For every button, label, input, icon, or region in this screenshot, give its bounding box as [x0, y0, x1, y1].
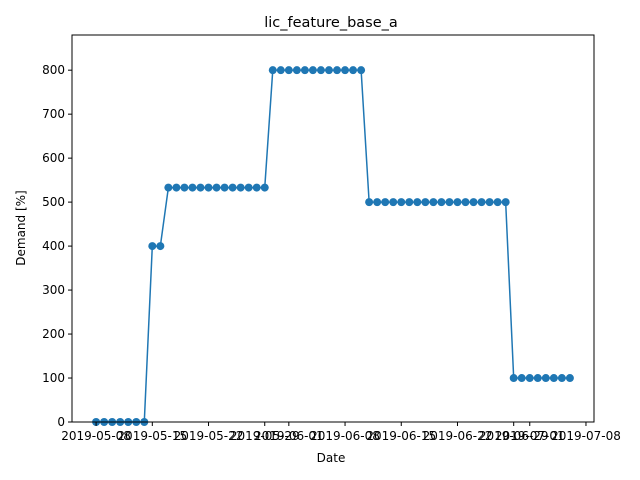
- data-point: [421, 198, 430, 207]
- data-point: [316, 66, 325, 75]
- data-point: [228, 183, 237, 192]
- plot-frame: [71, 34, 595, 423]
- data-point: [349, 66, 358, 75]
- data-point: [276, 66, 285, 75]
- data-point: [236, 183, 245, 192]
- data-point: [453, 198, 462, 207]
- x-tick-label: 2019-06-15: [366, 429, 436, 443]
- data-point: [164, 183, 173, 192]
- data-point: [300, 66, 309, 75]
- y-axis-label: Demand [%]: [14, 190, 28, 265]
- data-point: [429, 198, 438, 207]
- data-point: [260, 183, 269, 192]
- x-tick-label: 2019-07-01: [495, 429, 565, 443]
- data-point: [268, 66, 277, 75]
- data-point: [493, 198, 502, 207]
- y-tick-label: 200: [42, 327, 65, 341]
- x-tick-label: 2019-06-01: [254, 429, 324, 443]
- data-point: [284, 66, 293, 75]
- data-point: [461, 198, 470, 207]
- data-point: [365, 198, 374, 207]
- x-tick-label: 2019-07-08: [551, 429, 621, 443]
- y-tick-label: 800: [42, 63, 65, 77]
- x-axis-label: Date: [317, 451, 346, 465]
- data-point: [252, 183, 261, 192]
- y-tick-label: 400: [42, 239, 65, 253]
- data-point: [485, 198, 494, 207]
- data-point: [469, 198, 478, 207]
- data-point: [533, 374, 542, 383]
- data-point: [413, 198, 422, 207]
- data-point: [501, 198, 510, 207]
- data-point: [156, 242, 165, 251]
- data-point: [292, 66, 301, 75]
- data-point: [212, 183, 221, 192]
- x-tick-label: 2019-05-29: [230, 429, 300, 443]
- y-tick-label: 700: [42, 107, 65, 121]
- x-tick-label: 2019-05-22: [174, 429, 244, 443]
- data-point: [389, 198, 398, 207]
- data-point: [565, 374, 574, 383]
- y-tick-label: 600: [42, 151, 65, 165]
- data-point: [525, 374, 534, 383]
- data-point: [204, 183, 213, 192]
- data-point: [341, 66, 350, 75]
- data-point: [308, 66, 317, 75]
- data-point: [180, 183, 189, 192]
- data-point: [148, 242, 157, 251]
- data-point: [437, 198, 446, 207]
- data-point: [196, 183, 205, 192]
- x-tick-label: 2019-06-29: [479, 429, 549, 443]
- data-point: [477, 198, 486, 207]
- data-point: [244, 183, 253, 192]
- x-tick-label: 2019-06-22: [423, 429, 493, 443]
- data-point: [324, 66, 333, 75]
- data-point: [220, 183, 229, 192]
- data-point: [373, 198, 382, 207]
- chart-title: lic_feature_base_a: [264, 15, 398, 31]
- y-tick-label: 0: [57, 415, 65, 429]
- data-point: [509, 374, 518, 383]
- data-point: [397, 198, 406, 207]
- x-tick-label: 2019-05-15: [117, 429, 187, 443]
- x-tick-label: 2019-06-08: [310, 429, 380, 443]
- x-axis: 2019-05-082019-05-152019-05-222019-05-29…: [61, 422, 621, 443]
- data-point: [357, 66, 366, 75]
- y-axis: 0 100 200 300 400 500 600 700 800: [42, 63, 72, 429]
- data-point: [188, 183, 197, 192]
- data-point: [405, 198, 414, 207]
- data-point: [517, 374, 526, 383]
- y-tick-label: 100: [42, 371, 65, 385]
- x-tick-label: 2019-05-08: [61, 429, 131, 443]
- data-point: [549, 374, 558, 383]
- data-point: [541, 374, 550, 383]
- data-point: [172, 183, 181, 192]
- data-point: [381, 198, 390, 207]
- data-point: [557, 374, 566, 383]
- y-tick-label: 500: [42, 195, 65, 209]
- data-point: [333, 66, 342, 75]
- y-tick-label: 300: [42, 283, 65, 297]
- data-point: [445, 198, 454, 207]
